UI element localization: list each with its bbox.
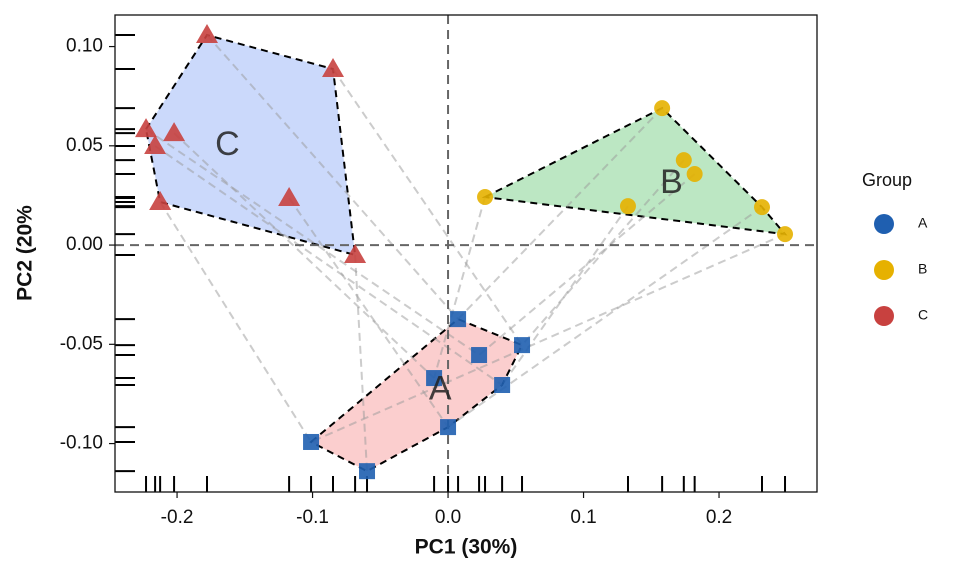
group-label: C bbox=[215, 125, 240, 163]
point bbox=[777, 226, 794, 243]
group-label: A bbox=[429, 369, 452, 407]
group-hull bbox=[144, 33, 357, 257]
link-line bbox=[145, 128, 480, 356]
link-line bbox=[159, 201, 312, 443]
legend-label: C bbox=[918, 307, 928, 323]
y-axis-label: PC2 (20% bbox=[14, 205, 37, 301]
x-tick-label: -0.2 bbox=[161, 507, 194, 528]
link-line bbox=[433, 196, 486, 379]
x-tick-label: 0.1 bbox=[570, 507, 596, 528]
point bbox=[196, 24, 219, 44]
group-label: B bbox=[660, 163, 683, 201]
point bbox=[619, 198, 636, 215]
point bbox=[149, 190, 172, 210]
group-hull bbox=[481, 106, 788, 236]
x-tick-label: 0.2 bbox=[706, 507, 732, 528]
link-line bbox=[478, 173, 696, 356]
y-tick-label: 0.00 bbox=[66, 234, 103, 255]
point bbox=[494, 377, 511, 394]
link-line bbox=[173, 132, 435, 379]
point bbox=[144, 135, 167, 155]
point bbox=[163, 122, 186, 142]
link-line bbox=[332, 68, 523, 346]
legend-swatch bbox=[874, 260, 894, 280]
link-line bbox=[501, 205, 629, 386]
legend-label: B bbox=[918, 261, 927, 277]
point bbox=[654, 100, 671, 117]
y-tick-label: 0.10 bbox=[66, 36, 103, 57]
link-line bbox=[206, 34, 459, 320]
legend-swatch bbox=[874, 306, 894, 326]
y-tick-label: -0.10 bbox=[60, 433, 103, 454]
point bbox=[440, 419, 457, 436]
x-axis-label: PC1 (30%) bbox=[415, 536, 518, 559]
point bbox=[359, 463, 376, 480]
point bbox=[753, 199, 770, 216]
plot-area: A B C bbox=[115, 15, 817, 492]
link-line bbox=[521, 159, 685, 346]
point bbox=[675, 152, 692, 169]
point bbox=[344, 243, 367, 263]
y-tick-label: -0.05 bbox=[60, 333, 103, 354]
point bbox=[477, 189, 494, 206]
point bbox=[303, 433, 320, 450]
legend-label: A bbox=[918, 215, 928, 231]
link-line bbox=[288, 197, 449, 428]
point bbox=[686, 166, 703, 182]
point bbox=[426, 370, 443, 387]
legend-title: Group bbox=[862, 170, 912, 190]
x-tick-label: -0.1 bbox=[296, 507, 329, 528]
point bbox=[514, 337, 531, 354]
group-hull bbox=[309, 317, 524, 473]
link-line bbox=[310, 233, 786, 443]
point bbox=[278, 187, 301, 207]
point bbox=[322, 57, 345, 77]
plot-frame bbox=[114, 14, 818, 493]
link-line bbox=[354, 254, 369, 472]
legend-swatch bbox=[874, 214, 894, 234]
x-tick-label: 0.0 bbox=[435, 507, 461, 528]
link-line bbox=[154, 145, 503, 386]
point bbox=[135, 118, 158, 138]
link-line bbox=[457, 107, 663, 320]
point bbox=[450, 311, 467, 328]
y-tick-label: 0.05 bbox=[66, 135, 103, 156]
point bbox=[471, 347, 488, 364]
